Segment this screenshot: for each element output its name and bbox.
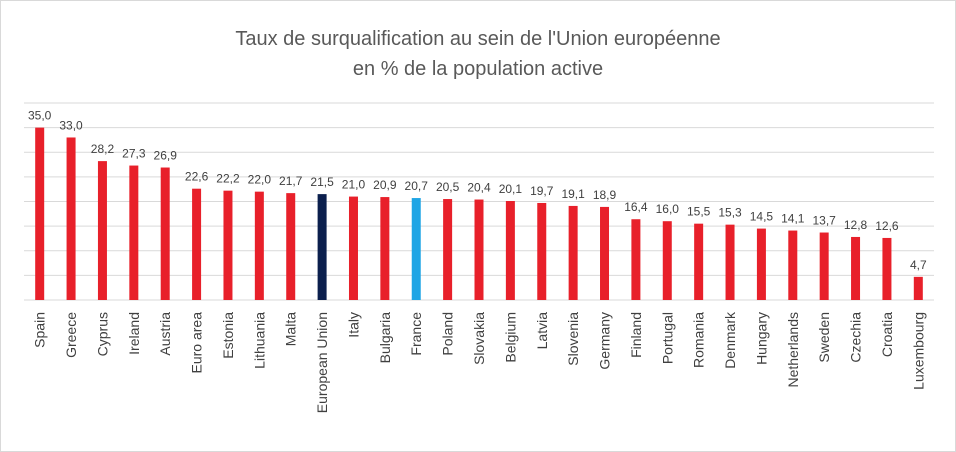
category-label: Croatia bbox=[879, 312, 895, 357]
bar-latvia bbox=[537, 202, 547, 300]
category-label: Luxembourg bbox=[910, 312, 926, 390]
category-label: Malta bbox=[283, 312, 299, 346]
bar-luxembourg bbox=[913, 276, 923, 300]
data-label: 20,9 bbox=[373, 178, 397, 192]
data-label: 16,0 bbox=[656, 202, 680, 216]
bar-germany bbox=[600, 206, 610, 300]
bar-bulgaria bbox=[380, 197, 390, 300]
bar-france bbox=[411, 198, 421, 300]
data-label: 4,7 bbox=[910, 258, 927, 272]
category-label: Ireland bbox=[126, 312, 142, 355]
bar-cyprus bbox=[97, 161, 107, 300]
bar-spain bbox=[35, 127, 45, 300]
category-label: Euro area bbox=[189, 312, 205, 374]
data-label: 21,0 bbox=[342, 178, 366, 192]
category-label: Spain bbox=[32, 312, 48, 348]
category-label: Sweden bbox=[816, 312, 832, 363]
bar-euro-area bbox=[192, 188, 202, 300]
data-label: 15,5 bbox=[687, 205, 711, 219]
data-label: 20,4 bbox=[467, 181, 491, 195]
data-label: 21,5 bbox=[310, 175, 334, 189]
data-label: 28,2 bbox=[91, 142, 115, 156]
bar-estonia bbox=[223, 190, 233, 300]
data-label: 20,1 bbox=[499, 182, 523, 196]
category-label: Cyprus bbox=[94, 312, 110, 356]
chart-title-line1: Taux de surqualification au sein de l'Un… bbox=[235, 28, 721, 50]
data-label: 12,6 bbox=[875, 219, 899, 233]
bar-poland bbox=[443, 199, 453, 300]
bar-malta bbox=[286, 193, 296, 300]
data-label: 26,9 bbox=[154, 149, 178, 163]
category-label: Lithuania bbox=[251, 312, 267, 369]
category-label: Denmark bbox=[722, 311, 738, 369]
bar-slovakia bbox=[474, 199, 484, 300]
category-labels: Spain Greece Cyprus Ireland Austria Euro area… bbox=[32, 311, 927, 413]
data-label: 27,3 bbox=[122, 147, 146, 161]
data-label: 19,1 bbox=[561, 187, 585, 201]
chart-title: Taux de surqualification au sein de l'Un… bbox=[0, 24, 956, 84]
bar-european-union bbox=[317, 194, 327, 300]
category-label: Slovenia bbox=[565, 312, 581, 366]
bar-netherlands bbox=[788, 230, 798, 300]
category-label: Estonia bbox=[220, 312, 236, 359]
bar-slovenia bbox=[568, 205, 578, 300]
data-label: 16,4 bbox=[624, 200, 648, 214]
category-label: Finland bbox=[628, 312, 644, 358]
data-labels: 35,0 33,0 28,2 27,3 26,9 22,6 22,2 22,0 21,7 21,5… bbox=[28, 109, 927, 272]
category-label: Portugal bbox=[659, 312, 675, 364]
bar-ireland bbox=[129, 165, 139, 300]
data-label: 19,7 bbox=[530, 184, 554, 198]
data-label: 22,6 bbox=[185, 170, 209, 184]
data-label: 15,3 bbox=[718, 206, 742, 220]
data-label: 14,5 bbox=[750, 210, 774, 224]
category-label: France bbox=[408, 312, 424, 356]
bar-hungary bbox=[756, 228, 766, 300]
bar-lithuania bbox=[254, 191, 264, 300]
bar-finland bbox=[631, 219, 641, 300]
bar-italy bbox=[348, 196, 358, 300]
category-label: Slovakia bbox=[471, 312, 487, 365]
data-label: 14,1 bbox=[781, 212, 805, 226]
category-label: Italy bbox=[345, 312, 361, 338]
category-label: Hungary bbox=[753, 312, 769, 365]
data-label: 22,2 bbox=[216, 172, 240, 186]
data-label: 20,7 bbox=[405, 179, 429, 193]
chart-title-line2: en % de la population active bbox=[352, 58, 604, 80]
bar-czechia bbox=[851, 236, 861, 300]
bar-sweden bbox=[819, 232, 829, 300]
category-label: Greece bbox=[63, 312, 79, 358]
data-label: 22,0 bbox=[248, 173, 272, 187]
data-label: 13,7 bbox=[812, 214, 836, 228]
data-label: 33,0 bbox=[59, 118, 83, 132]
data-label: 35,0 bbox=[28, 109, 52, 123]
category-label: Latvia bbox=[534, 312, 550, 350]
bar-denmark bbox=[725, 224, 735, 300]
category-label: Bulgaria bbox=[377, 312, 393, 364]
category-label: Poland bbox=[440, 312, 456, 356]
category-label: Netherlands bbox=[785, 312, 801, 388]
bar-romania bbox=[694, 223, 704, 300]
category-label: Belgium bbox=[502, 312, 518, 363]
bar-portugal bbox=[662, 221, 672, 300]
bar-greece bbox=[66, 137, 76, 300]
bar-austria bbox=[160, 167, 170, 300]
bar-belgium bbox=[505, 201, 515, 300]
data-label: 18,9 bbox=[593, 188, 617, 202]
category-label: Austria bbox=[157, 312, 173, 356]
data-label: 21,7 bbox=[279, 174, 303, 188]
category-label: European Union bbox=[314, 312, 330, 413]
data-label: 20,5 bbox=[436, 180, 460, 194]
category-label: Czechia bbox=[848, 312, 864, 363]
bars bbox=[35, 127, 923, 300]
category-label: Germany bbox=[597, 312, 613, 370]
data-label: 12,8 bbox=[844, 218, 868, 232]
category-label: Romania bbox=[691, 312, 707, 368]
bar-croatia bbox=[882, 237, 892, 300]
